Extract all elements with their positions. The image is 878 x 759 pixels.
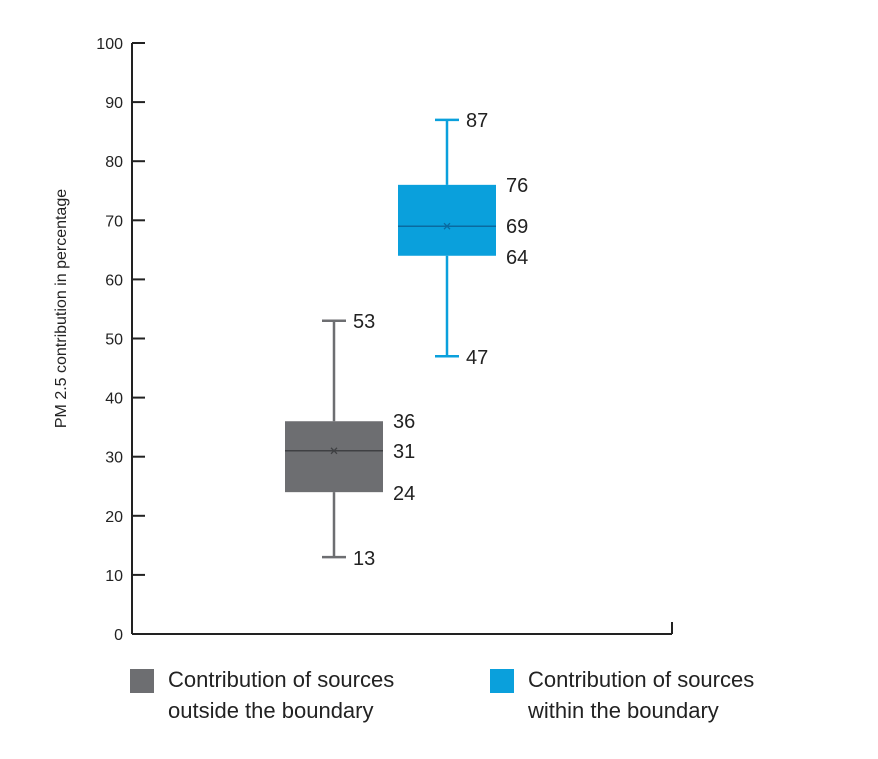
y-tick-label-100: 100 <box>96 36 123 53</box>
box-series-within: 87 76 69 64 47 <box>398 110 528 369</box>
box-plot-chart: 0 10 20 30 40 50 60 70 80 90 100 PM 2.5 contributio… <box>53 36 673 644</box>
legend-label-outside: Contribution of sources outside the boun… <box>168 664 394 726</box>
q1-label: 64 <box>506 247 528 269</box>
y-tick-label-10: 10 <box>105 568 123 585</box>
legend-item-outside: Contribution of sources outside the boun… <box>130 664 394 726</box>
q3-label: 76 <box>506 175 528 197</box>
min-label: 47 <box>466 347 488 369</box>
q1-label: 24 <box>393 483 415 505</box>
y-axis-label: PM 2.5 contribution in percentage <box>53 189 70 428</box>
q3-label: 36 <box>393 411 415 433</box>
max-label: 53 <box>353 311 375 333</box>
y-tick-label-0: 0 <box>114 627 123 644</box>
iqr-box <box>398 184 496 256</box>
median-label: 31 <box>393 441 415 463</box>
mean-marker <box>443 222 451 230</box>
legend-label-outside-line1: Contribution of sources <box>168 667 395 692</box>
iqr-box <box>285 421 383 493</box>
y-tick-label-50: 50 <box>105 332 123 349</box>
mean-marker <box>330 447 338 455</box>
min-label: 13 <box>353 548 375 570</box>
max-label: 87 <box>466 110 488 132</box>
legend-item-within: Contribution of sources within the bound… <box>490 664 754 726</box>
y-tick-label-60: 60 <box>105 272 123 289</box>
y-tick-label-30: 30 <box>105 450 123 467</box>
y-tick-label-40: 40 <box>105 391 123 408</box>
y-tick-label-80: 80 <box>105 154 123 171</box>
legend-swatch-outside <box>130 669 154 693</box>
legend-label-within: Contribution of sources within the bound… <box>528 664 754 726</box>
box-series-outside: 53 36 31 24 13 <box>285 311 415 570</box>
legend-label-outside-line2: outside the boundary <box>168 698 374 723</box>
legend-label-within-line2: within the boundary <box>528 698 719 723</box>
y-tick-label-20: 20 <box>105 509 123 526</box>
y-tick-label-90: 90 <box>105 95 123 112</box>
median-label: 69 <box>506 216 528 238</box>
axes: 0 10 20 30 40 50 60 70 80 90 100 PM 2.5 contributio… <box>53 36 673 644</box>
y-tick-label-70: 70 <box>105 213 123 230</box>
legend-label-within-line1: Contribution of sources <box>528 667 755 692</box>
boxes: 53 36 31 24 13 87 76 69 64 47 <box>285 110 528 570</box>
legend-swatch-within <box>490 669 514 693</box>
